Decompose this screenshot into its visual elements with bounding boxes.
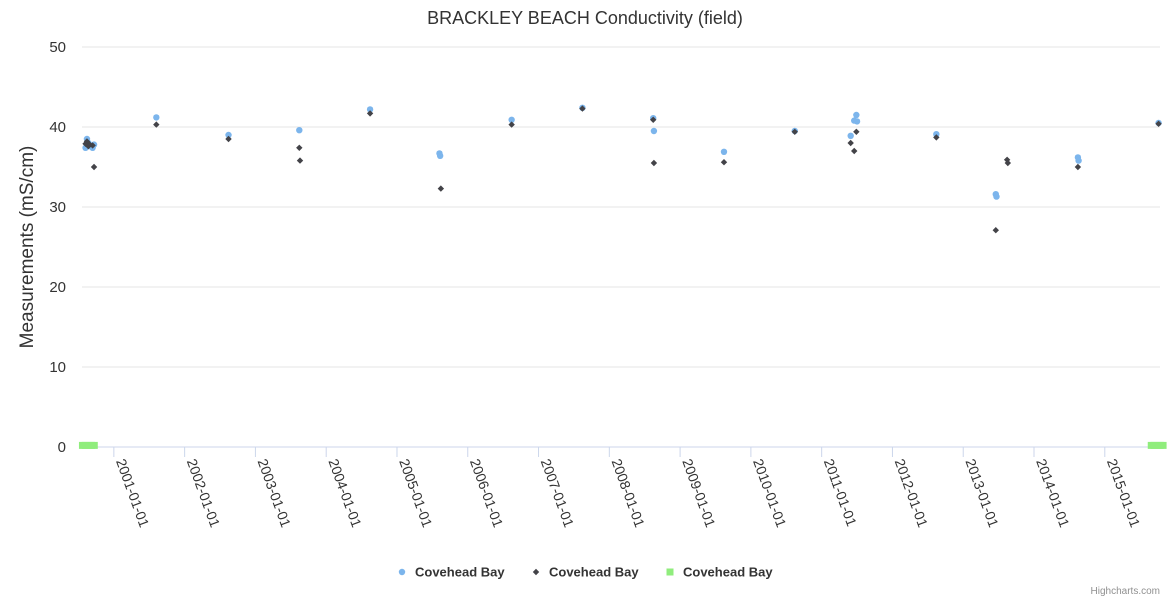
x-tick-label: 2013-01-01: [962, 457, 1002, 530]
data-point-diamond[interactable]: [366, 110, 374, 117]
legend-diamond-icon: [532, 568, 540, 576]
data-point-circle[interactable]: [847, 132, 854, 139]
x-tick-label: 2008-01-01: [609, 457, 649, 530]
x-tick-label: 2005-01-01: [396, 457, 436, 530]
data-point-diamond[interactable]: [853, 128, 860, 135]
data-point-circle[interactable]: [853, 118, 861, 125]
x-tick-label: 2012-01-01: [892, 457, 932, 530]
data-point-circle[interactable]: [720, 148, 728, 155]
x-tick-label: 2014-01-01: [1033, 457, 1073, 530]
credits-link[interactable]: Highcharts.com: [1091, 586, 1160, 597]
data-point-diamond[interactable]: [296, 144, 303, 151]
data-point-circle[interactable]: [366, 106, 374, 113]
data-point-square[interactable]: [1150, 441, 1167, 449]
data-point-diamond[interactable]: [650, 116, 657, 123]
data-point-diamond[interactable]: [437, 185, 445, 192]
data-point-circle[interactable]: [993, 193, 1000, 200]
y-tick-label: 40: [49, 119, 66, 136]
x-tick-label: 2003-01-01: [255, 457, 295, 530]
legend: Covehead Bay Covehead Bay Covehead Bay: [398, 565, 774, 580]
legend-circle-icon: [398, 568, 406, 576]
gridlines: [82, 46, 1160, 368]
y-tick-label: 0: [58, 439, 66, 456]
y-tick-label: 50: [49, 39, 66, 56]
data-point-diamond[interactable]: [90, 163, 98, 171]
data-point-diamond[interactable]: [720, 159, 728, 166]
x-tick-label: 2002-01-01: [184, 457, 224, 530]
data-point-diamond[interactable]: [296, 157, 304, 164]
data-point-diamond[interactable]: [1004, 159, 1012, 167]
data-point-diamond[interactable]: [933, 134, 940, 141]
legend-label[interactable]: Covehead Bay: [549, 565, 639, 580]
data-point-diamond[interactable]: [992, 227, 999, 234]
x-tick-label: 2010-01-01: [750, 457, 790, 530]
y-axis-ticks: 0 10 20 30 40 50: [49, 39, 66, 456]
data-point-circle[interactable]: [225, 131, 232, 139]
data-point-circle[interactable]: [508, 116, 515, 124]
x-tick-label: 2009-01-01: [679, 457, 719, 530]
legend-label[interactable]: Covehead Bay: [415, 565, 505, 580]
legend-item[interactable]: Covehead Bay: [532, 565, 640, 580]
data-point-circle[interactable]: [1075, 157, 1082, 164]
x-tick-label: 2006-01-01: [467, 457, 507, 530]
data-point-diamond[interactable]: [89, 142, 96, 149]
data-point-circle[interactable]: [153, 114, 160, 121]
data-point-diamond[interactable]: [508, 121, 515, 128]
y-axis-label: Measurements (mS/cm): [17, 146, 38, 349]
data-point-circle[interactable]: [436, 152, 444, 159]
y-tick-label: 20: [49, 279, 66, 296]
series-1: [82, 104, 1162, 200]
data-point-diamond[interactable]: [851, 147, 858, 155]
data-point-circle[interactable]: [650, 127, 658, 135]
legend-label[interactable]: Covehead Bay: [683, 565, 773, 580]
x-tick-label: 2004-01-01: [325, 457, 365, 530]
data-point-circle[interactable]: [853, 111, 860, 119]
data-point-diamond[interactable]: [791, 128, 798, 135]
data-point-circle[interactable]: [296, 127, 303, 134]
data-point-diamond[interactable]: [1155, 120, 1162, 127]
series-3: [78, 441, 1167, 449]
data-point-diamond[interactable]: [847, 139, 854, 147]
data-point-square[interactable]: [81, 441, 98, 449]
legend-item[interactable]: Covehead Bay: [398, 565, 506, 580]
data-point-diamond[interactable]: [650, 159, 658, 167]
y-tick-label: 30: [49, 199, 66, 216]
x-tick-label: 2011-01-01: [821, 457, 860, 529]
x-tick-label: 2001-01-01: [113, 457, 153, 530]
legend-square-icon: [666, 568, 674, 576]
legend-item[interactable]: Covehead Bay: [666, 565, 774, 580]
data-point-diamond[interactable]: [225, 135, 232, 143]
data-point-diamond[interactable]: [1074, 163, 1082, 171]
x-axis-ticks: 2001-01-01 2002-01-01 2003-01-01 2004-01-01…: [113, 447, 1144, 530]
data-point-diamond[interactable]: [579, 105, 586, 112]
y-tick-label: 10: [49, 359, 66, 376]
chart-title: BRACKLEY BEACH Conductivity (field): [427, 8, 743, 28]
series-2: [82, 105, 1162, 234]
x-tick-label: 2007-01-01: [538, 457, 578, 530]
x-tick-label: 2015-01-01: [1104, 457, 1144, 530]
data-point-diamond[interactable]: [153, 121, 160, 128]
plot-area: [78, 104, 1167, 449]
